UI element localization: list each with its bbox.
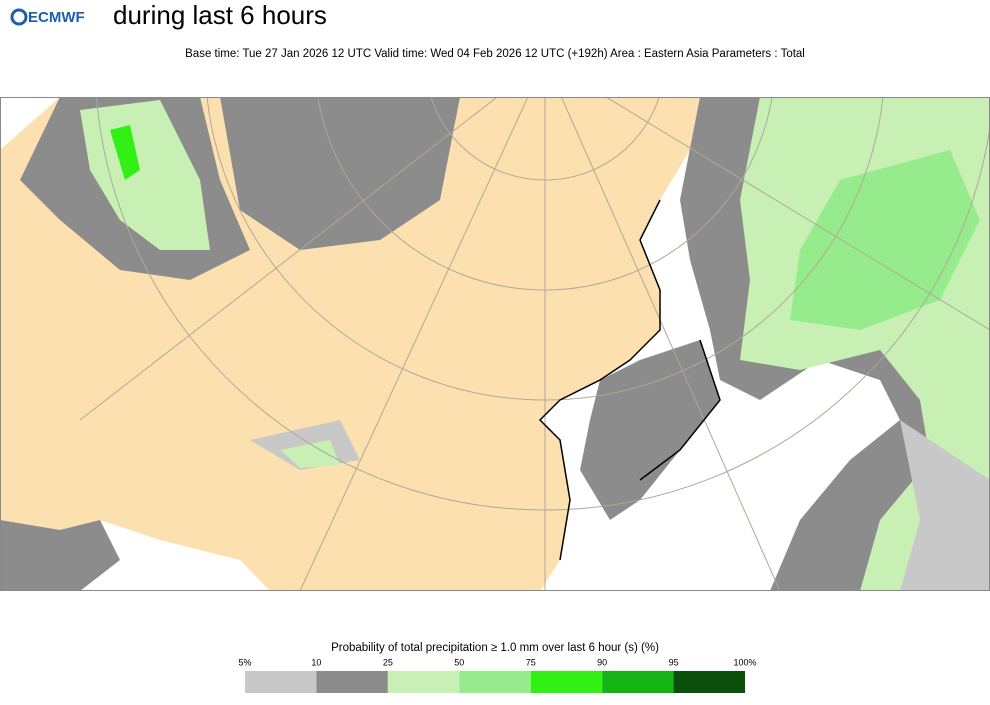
colorbar-segment (530, 671, 603, 693)
colorbar-segment (316, 671, 388, 693)
colorbar-tick-label: 90 (597, 657, 607, 667)
ocean-precip-green-2 (790, 150, 980, 330)
colorbar-tick-label: 10 (311, 657, 321, 667)
logo-icon (10, 8, 28, 26)
colorbar-segment (245, 671, 317, 693)
title: during last 6 hours (113, 0, 327, 30)
colorbar-tick-label: 5% (238, 657, 251, 667)
legend-title: Probability of total precipitation ≥ 1.0… (331, 642, 659, 654)
logo-text: ECMWF (28, 9, 85, 26)
colorbar-tick-label: 75 (526, 657, 536, 667)
ocean-precip-light (900, 420, 990, 591)
tibet-precip-green (280, 440, 340, 468)
subtitle: Base time: Tue 27 Jan 2026 12 UTC Valid … (185, 48, 805, 60)
colorbar-segment (602, 671, 674, 693)
japan-precip (580, 340, 720, 520)
graticule (79, 97, 990, 591)
map (0, 97, 990, 591)
land-precip-green-3 (110, 125, 140, 180)
logo: ECMWF (10, 8, 85, 26)
sw-precip (0, 520, 120, 591)
colorbar-tick-label: 95 (669, 657, 679, 667)
colorbar: 5% 10 25 50 75 90 95 100% (238, 657, 757, 693)
colorbar-tick-label: 25 (383, 657, 393, 667)
colorbar-segment (673, 671, 745, 693)
japan-coast (639, 339, 721, 481)
colorbar-segment (387, 671, 460, 693)
colorbar-segment (459, 671, 531, 693)
land-precip-dark (220, 97, 460, 250)
colorbar-tick-label: 100% (733, 657, 756, 667)
coastline (538, 199, 661, 561)
colorbar-tick-label: 50 (454, 657, 464, 667)
